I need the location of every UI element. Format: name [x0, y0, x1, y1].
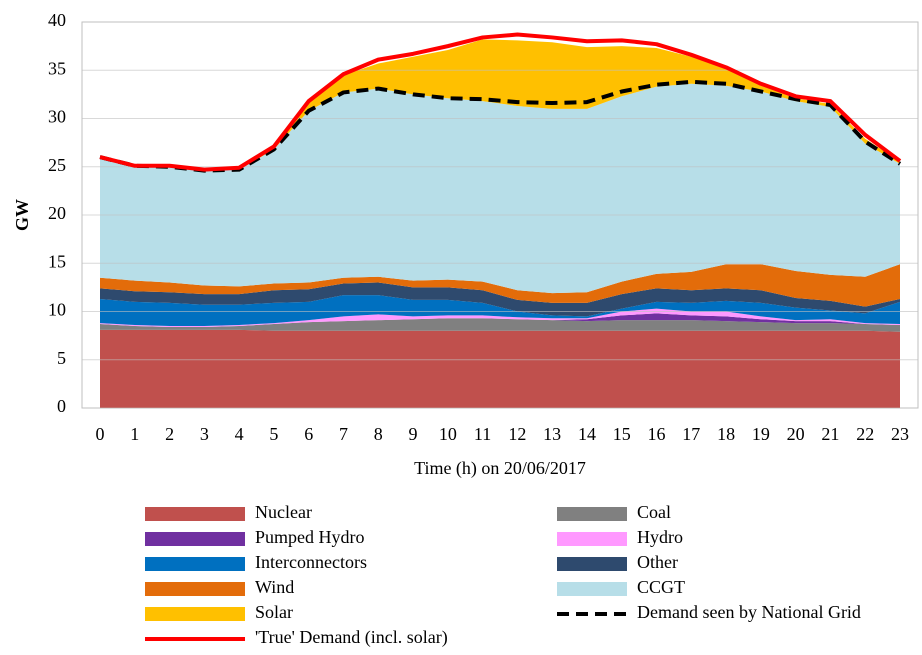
legend-label: Interconnectors: [255, 552, 367, 572]
legend-label: Solar: [255, 602, 293, 622]
x-tick-label: 22: [856, 424, 874, 444]
x-tick-label: 18: [717, 424, 735, 444]
x-tick-label: 21: [821, 424, 839, 444]
x-tick-label: 13: [543, 424, 561, 444]
y-tick-label: 20: [48, 203, 66, 223]
x-tick-label: 20: [787, 424, 805, 444]
x-tick-label: 16: [648, 424, 666, 444]
legend-swatch: [145, 607, 245, 621]
x-tick-label: 5: [269, 424, 278, 444]
x-tick-label: 17: [682, 424, 700, 444]
y-tick-label: 25: [48, 155, 66, 175]
legend-swatch: [557, 582, 627, 596]
x-tick-label: 23: [891, 424, 909, 444]
legend-swatch: [145, 557, 245, 571]
area: [100, 39, 900, 171]
x-tick-label: 2: [165, 424, 174, 444]
x-tick-label: 4: [235, 424, 244, 444]
line: [99, 32, 902, 172]
x-tick-label: 12: [508, 424, 526, 444]
legend-label: Coal: [637, 502, 671, 522]
area: [100, 295, 900, 326]
legend-label: Wind: [255, 577, 294, 597]
y-axis-title: GW: [12, 199, 32, 231]
legend-label: Hydro: [637, 527, 683, 547]
y-tick-label: 35: [48, 58, 66, 78]
x-tick-label: 9: [409, 424, 418, 444]
y-tick-label: 5: [57, 348, 66, 368]
x-tick-label: 10: [439, 424, 457, 444]
y-tick-label: 15: [48, 251, 66, 271]
x-tick-label: 14: [578, 424, 596, 444]
y-tick-label: 30: [48, 107, 66, 127]
legend-swatch: [557, 507, 627, 521]
legend-label: 'True' Demand (incl. solar): [255, 627, 448, 648]
x-tick-label: 0: [96, 424, 105, 444]
x-tick-label: 8: [374, 424, 383, 444]
x-tick-label: 15: [613, 424, 631, 444]
x-tick-label: 11: [474, 424, 491, 444]
legend-label: Demand seen by National Grid: [637, 602, 861, 622]
legend-swatch: [145, 532, 245, 546]
area: [100, 318, 900, 332]
x-tick-label: 1: [130, 424, 139, 444]
legend-label: Pumped Hydro: [255, 527, 365, 547]
legend-label: Nuclear: [255, 502, 312, 522]
legend-swatch: [557, 532, 627, 546]
x-axis-title: Time (h) on 20/06/2017: [414, 458, 586, 479]
area: [100, 282, 900, 317]
legend-swatch: [145, 582, 245, 596]
x-tick-label: 7: [339, 424, 348, 444]
y-tick-label: 10: [48, 300, 66, 320]
area: [100, 329, 900, 408]
legend-label: Other: [637, 552, 678, 572]
area: [100, 83, 900, 294]
legend-label: CCGT: [637, 577, 685, 597]
y-tick-label: 40: [48, 10, 66, 30]
area: [100, 264, 900, 307]
x-tick-label: 3: [200, 424, 209, 444]
legend-swatch: [557, 557, 627, 571]
x-tick-label: 19: [752, 424, 770, 444]
x-tick-label: 6: [304, 424, 313, 444]
area: [100, 313, 900, 327]
y-tick-label: 0: [57, 396, 66, 416]
area: [100, 308, 900, 327]
legend-swatch: [145, 507, 245, 521]
